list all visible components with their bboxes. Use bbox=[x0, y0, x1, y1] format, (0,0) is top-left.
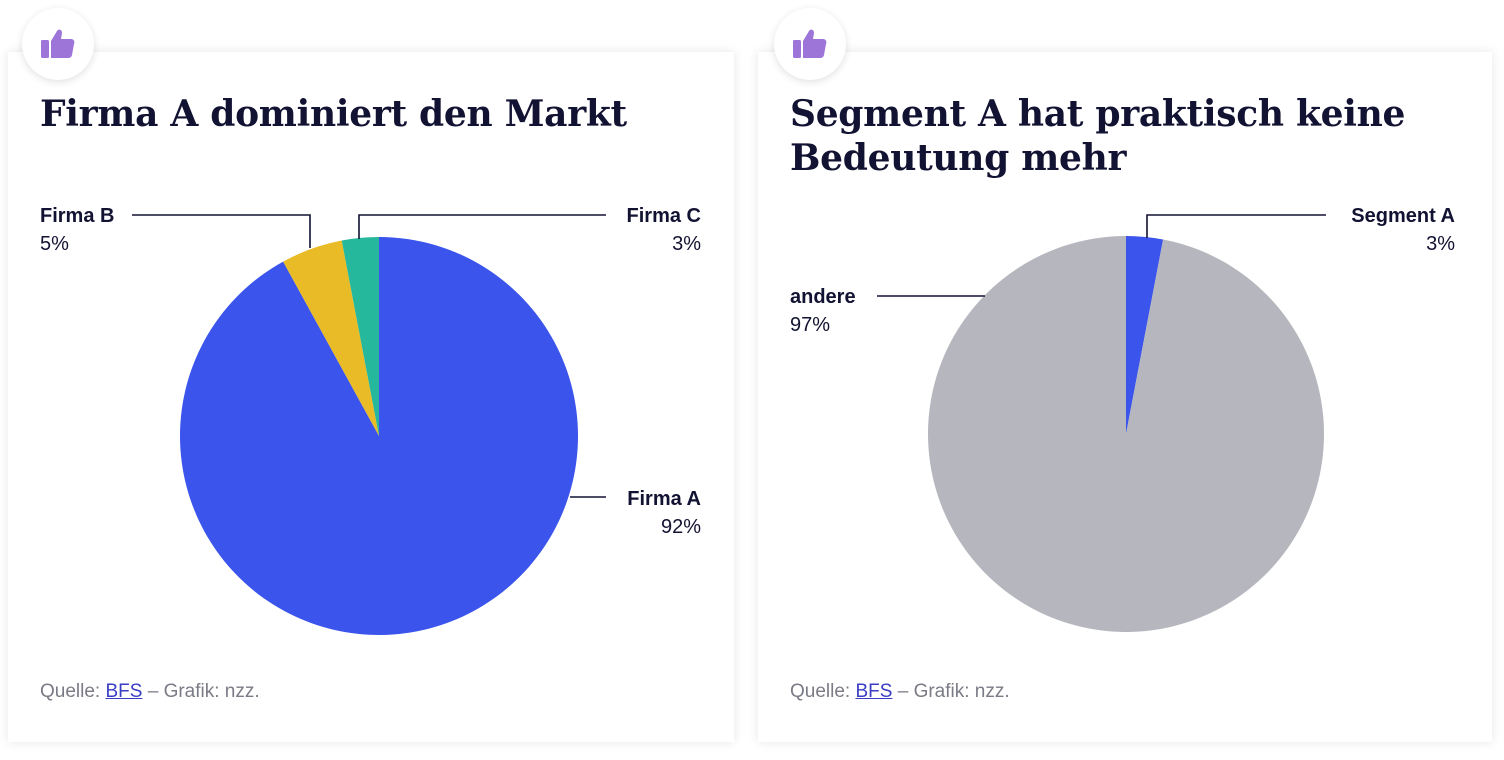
source-prefix: Quelle: bbox=[790, 681, 851, 702]
source-note: Quelle: BFS – Grafik: nzz. bbox=[790, 681, 1010, 703]
slice-label-firma-b: Firma B bbox=[40, 205, 114, 227]
source-link[interactable]: BFS bbox=[855, 681, 893, 702]
chart-title: Segment A hat praktisch keine Bedeutung … bbox=[790, 93, 1406, 179]
thumbs-up-badge[interactable] bbox=[22, 8, 94, 80]
slice-value-firma-b: 5% bbox=[40, 233, 69, 255]
pie-slice-firma-b bbox=[283, 240, 379, 436]
pie-slice-firma-c bbox=[341, 237, 379, 436]
thumbs-up-badge[interactable] bbox=[774, 8, 846, 80]
leader-line-firma-c bbox=[358, 214, 606, 239]
chart-title: Firma A dominiert den Markt bbox=[40, 93, 627, 135]
thumbs-up-icon bbox=[41, 29, 75, 58]
source-link[interactable]: BFS bbox=[105, 681, 143, 702]
source-note: Quelle: BFS – Grafik: nzz. bbox=[40, 681, 260, 703]
slice-label-segment-a: Segment A bbox=[1351, 205, 1455, 227]
slice-value-firma-a: 92% bbox=[661, 516, 701, 538]
pie-slice-andere bbox=[927, 236, 1324, 632]
leader-line-firma-b bbox=[132, 214, 311, 248]
slice-label-andere: andere bbox=[790, 286, 856, 308]
slice-value-andere: 97% bbox=[790, 314, 830, 336]
pie-slice-segment-a bbox=[1126, 236, 1164, 434]
slice-value-segment-a: 3% bbox=[1426, 233, 1455, 255]
slice-label-firma-a: Firma A bbox=[627, 488, 701, 510]
thumbs-up-icon bbox=[793, 29, 827, 58]
slice-label-firma-c: Firma C bbox=[627, 205, 701, 227]
source-prefix: Quelle: bbox=[40, 681, 101, 702]
leader-line-segment-a bbox=[1146, 214, 1326, 238]
pie-slice-firma-a bbox=[179, 237, 578, 635]
source-suffix: – Grafik: nzz. bbox=[897, 681, 1010, 702]
slice-value-firma-c: 3% bbox=[672, 233, 701, 255]
source-suffix: – Grafik: nzz. bbox=[147, 681, 260, 702]
